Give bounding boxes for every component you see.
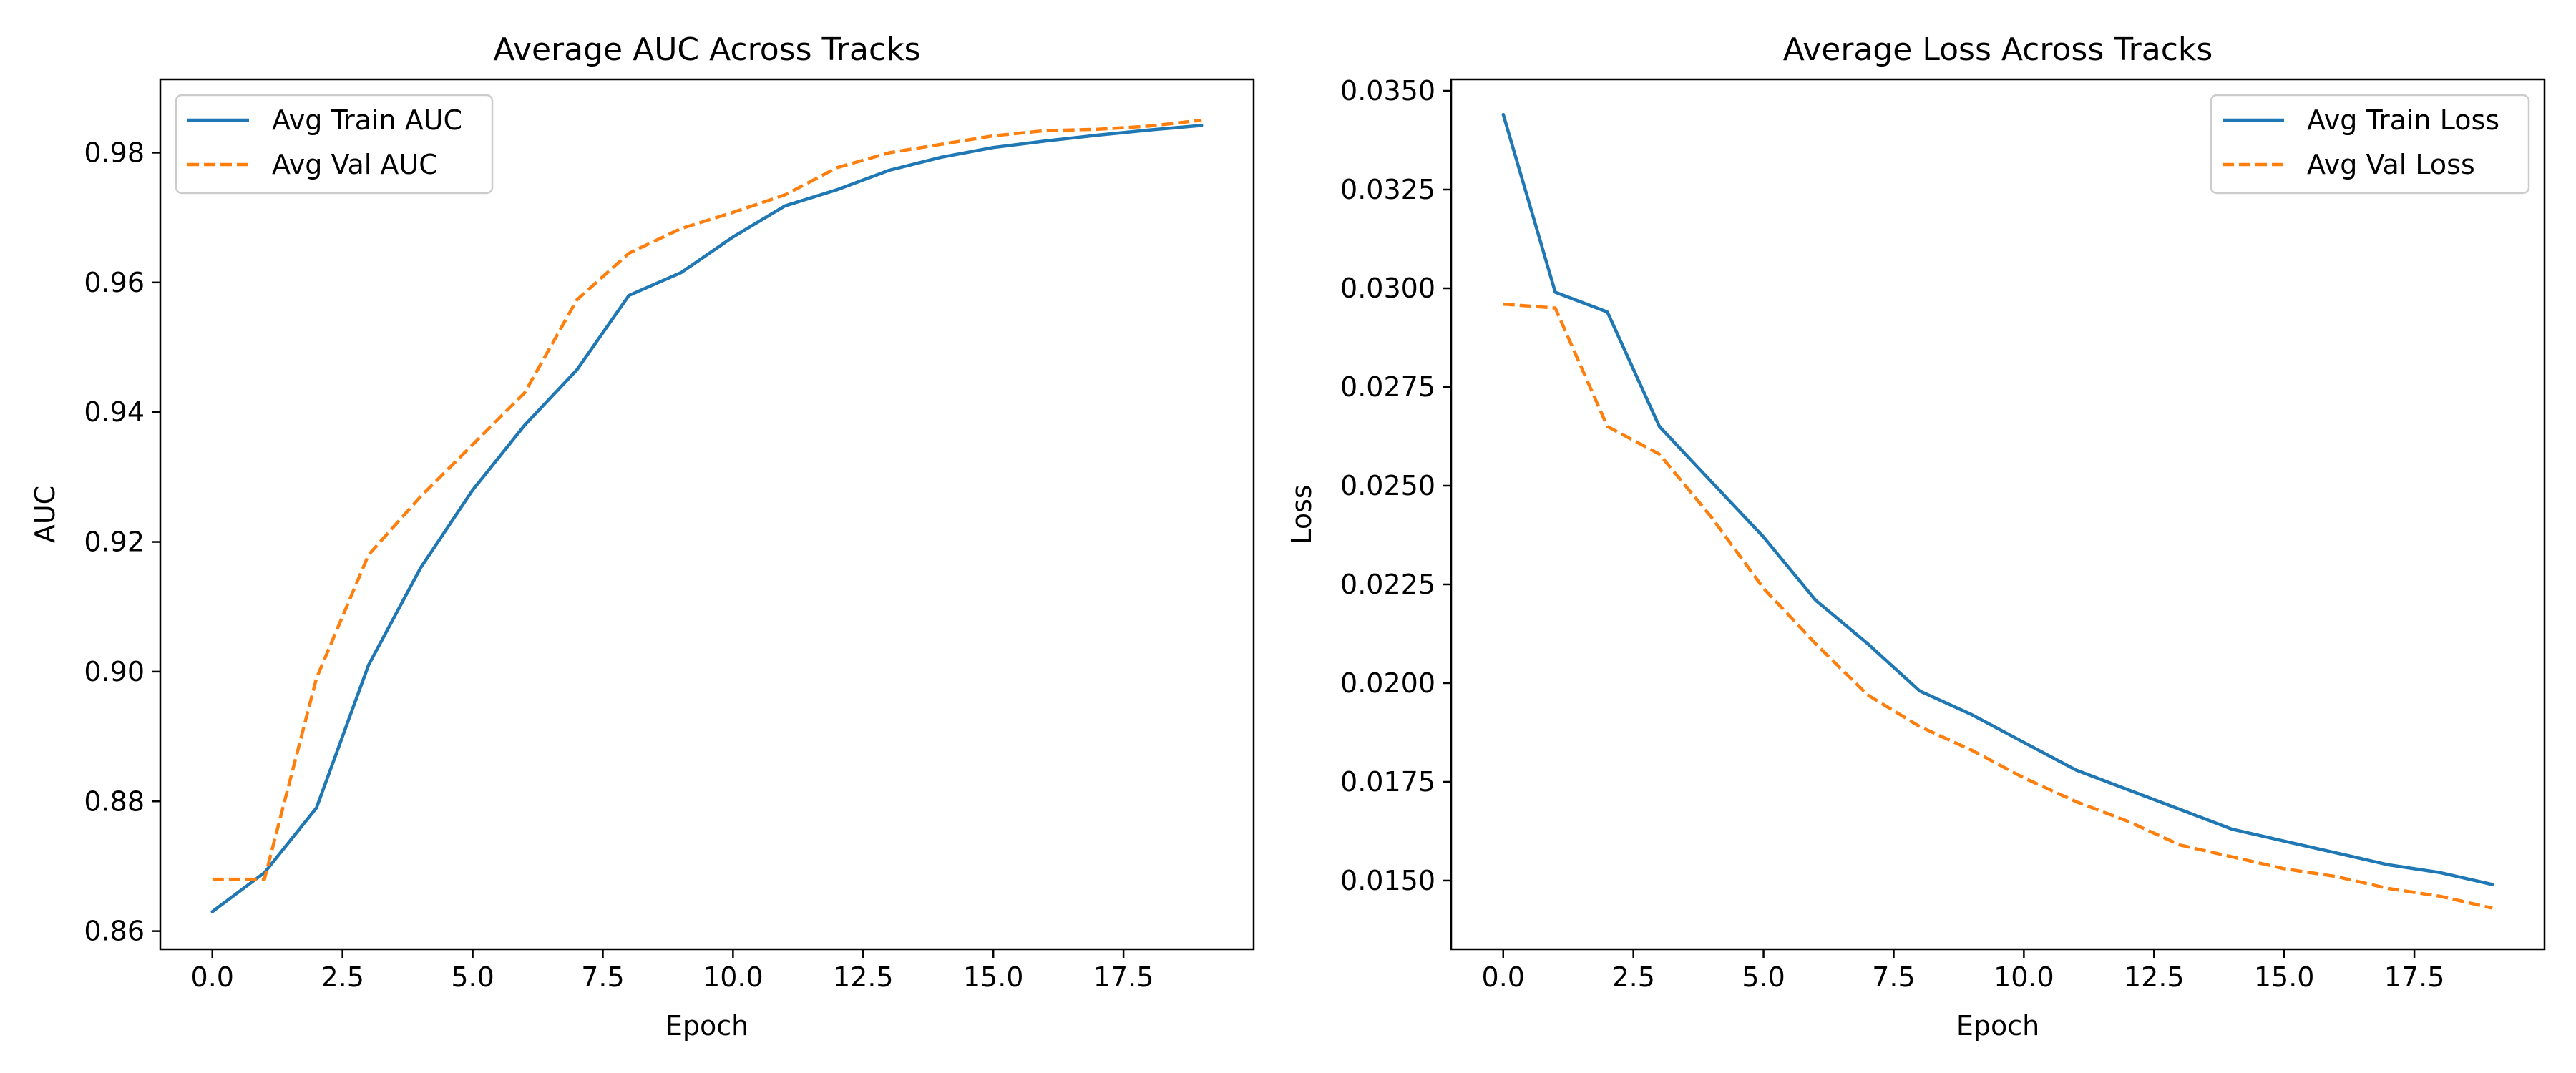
auc-y-axis-label: AUC <box>29 486 61 543</box>
loss-y-tick-label: 0.0175 <box>1340 766 1435 798</box>
auc-plot-frame <box>159 78 1255 951</box>
legend-label-val-loss: Avg Val Loss <box>2307 149 2475 180</box>
auc-y-tick-label: 0.88 <box>84 785 145 817</box>
loss-series-line-val <box>1503 302 2493 910</box>
auc-series-line-train <box>210 124 1204 913</box>
loss-y-tick-label: 0.0225 <box>1340 569 1435 600</box>
auc-x-tick-label: 5.0 <box>451 961 494 993</box>
loss-plot-lines <box>1501 112 2494 910</box>
legend-label-train-auc: Avg Train AUC <box>272 104 462 136</box>
auc-x-tick-label: 10.0 <box>703 961 763 993</box>
auc-y-tick-label: 0.96 <box>84 267 145 298</box>
loss-series-line-train <box>1501 112 2494 886</box>
auc-x-ticks: 0.0 2.5 5.0 7.5 10.0 12.5 15.0 17.5 <box>191 949 1154 993</box>
auc-chart: Average AUC Across Tracks Epoch AUC 0.0 2… <box>29 31 1255 1042</box>
auc-x-tick-label: 7.5 <box>581 961 624 993</box>
loss-x-tick-label: 5.0 <box>1742 961 1785 993</box>
loss-legend: Avg Train Loss Avg Val Loss <box>2210 94 2530 195</box>
loss-x-tick-label: 2.5 <box>1611 961 1654 993</box>
auc-x-axis-label: Epoch <box>665 1010 748 1042</box>
auc-y-tick-label: 0.86 <box>84 916 145 947</box>
loss-y-tick-label: 0.0250 <box>1340 470 1435 501</box>
auc-x-tick-label: 12.5 <box>833 961 894 993</box>
loss-x-tick-label: 17.5 <box>2384 961 2445 993</box>
auc-y-tick-label: 0.94 <box>84 396 145 428</box>
loss-x-tick-label: 15.0 <box>2254 961 2315 993</box>
auc-y-tick-label: 0.98 <box>84 137 145 168</box>
loss-y-tick-label: 0.0325 <box>1340 174 1435 205</box>
auc-series-line-val <box>212 118 1202 881</box>
auc-x-tick-label: 0.0 <box>191 961 234 993</box>
loss-y-tick-label: 0.0275 <box>1340 371 1435 403</box>
loss-x-tick-label: 12.5 <box>2124 961 2185 993</box>
legend-label-val-auc: Avg Val AUC <box>272 149 438 180</box>
loss-y-tick-label: 0.0200 <box>1340 667 1435 699</box>
auc-y-tick-label: 0.92 <box>84 526 145 558</box>
loss-x-tick-label: 0.0 <box>1482 961 1525 993</box>
auc-x-tick-label: 17.5 <box>1093 961 1154 993</box>
auc-y-tick-label: 0.90 <box>84 656 145 687</box>
auc-legend-box <box>175 94 494 195</box>
auc-legend: Avg Train AUC Avg Val AUC <box>175 94 494 195</box>
loss-y-ticks: 0.0150 0.0175 0.0200 0.0225 0.0250 0.0275 0.03… <box>1340 75 1451 896</box>
loss-y-tick-label: 0.0150 <box>1340 865 1435 896</box>
loss-legend-box <box>2210 94 2530 195</box>
auc-y-ticks: 0.86 0.88 0.90 0.92 0.94 0.96 0.98 <box>84 137 160 947</box>
loss-y-axis-label: Loss <box>1286 484 1317 544</box>
loss-x-ticks: 0.0 2.5 5.0 7.5 10.0 12.5 15.0 17.5 <box>1482 949 2445 993</box>
loss-plot-frame <box>1450 78 2546 951</box>
auc-x-tick-label: 15.0 <box>963 961 1024 993</box>
auc-chart-title: Average AUC Across Tracks <box>493 31 920 68</box>
auc-x-tick-label: 2.5 <box>321 961 364 993</box>
loss-y-tick-label: 0.0300 <box>1340 273 1435 304</box>
legend-label-train-loss: Avg Train Loss <box>2307 104 2499 136</box>
loss-x-axis-label: Epoch <box>1956 1010 2039 1042</box>
loss-chart-title: Average Loss Across Tracks <box>1783 31 2213 68</box>
loss-y-tick-label: 0.0350 <box>1340 75 1435 107</box>
auc-plot-lines <box>210 118 1204 913</box>
loss-x-tick-label: 10.0 <box>1994 961 2054 993</box>
loss-x-tick-label: 7.5 <box>1872 961 1915 993</box>
loss-chart: Average Loss Across Tracks Epoch Loss 0.… <box>1286 31 2546 1042</box>
